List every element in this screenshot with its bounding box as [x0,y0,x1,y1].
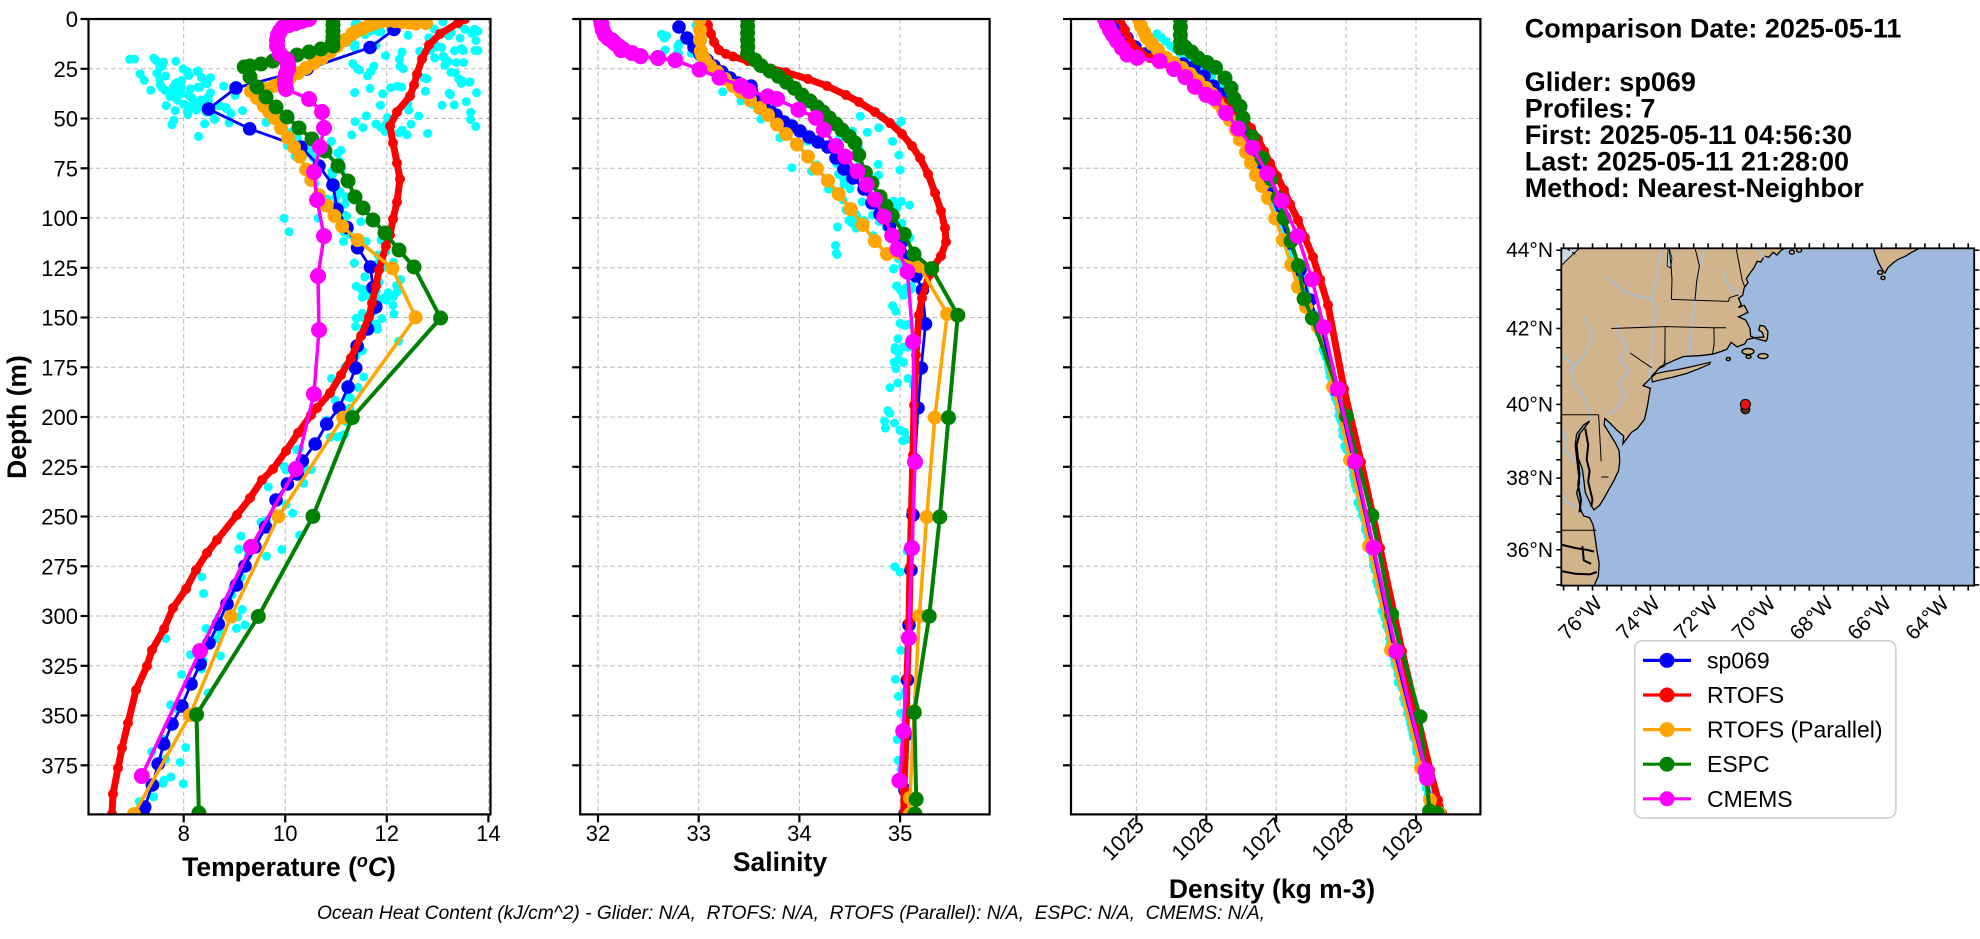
svg-text:ESPC: ESPC [1707,751,1770,777]
svg-text:42°N: 42°N [1506,318,1553,341]
svg-text:350: 350 [41,704,78,729]
svg-text:175: 175 [41,355,78,380]
svg-text:First: 2025-05-11 04:56:30: First: 2025-05-11 04:56:30 [1525,120,1852,150]
svg-text:0: 0 [66,7,78,32]
svg-text:100: 100 [41,206,78,231]
svg-text:38°N: 38°N [1506,467,1553,490]
svg-text:CMEMS: CMEMS [1707,786,1793,812]
svg-text:25: 25 [54,57,78,82]
svg-text:50: 50 [54,107,78,132]
svg-text:125: 125 [41,256,78,281]
svg-text:32: 32 [586,821,610,846]
svg-text:Comparison Date: 2025-05-11: Comparison Date: 2025-05-11 [1525,14,1902,44]
svg-text:200: 200 [41,405,78,430]
svg-text:Method: Nearest-Neighbor: Method: Nearest-Neighbor [1525,173,1865,203]
svg-text:44°N: 44°N [1506,239,1553,262]
svg-text:375: 375 [41,753,78,778]
svg-text:300: 300 [41,604,78,629]
svg-text:75: 75 [54,156,78,181]
svg-text:36°N: 36°N [1506,539,1553,562]
svg-text:33: 33 [686,821,710,846]
svg-text:250: 250 [41,505,78,530]
svg-text:Depth (m): Depth (m) [2,355,32,479]
svg-text:35: 35 [888,821,912,846]
svg-text:Salinity: Salinity [733,847,828,877]
svg-text:Ocean Heat Content (kJ/cm^2) -: Ocean Heat Content (kJ/cm^2) - Glider: N… [317,903,1265,924]
svg-text:150: 150 [41,306,78,331]
svg-text:8: 8 [178,821,190,846]
svg-text:14: 14 [476,821,500,846]
svg-text:12: 12 [375,821,399,846]
svg-text:RTOFS (Parallel): RTOFS (Parallel) [1707,717,1883,743]
svg-text:Profiles: 7: Profiles: 7 [1525,94,1656,124]
svg-text:Density (kg m-3): Density (kg m-3) [1169,874,1375,904]
svg-text:225: 225 [41,455,78,480]
svg-text:34: 34 [787,821,811,846]
svg-text:40°N: 40°N [1506,393,1553,416]
svg-text:275: 275 [41,554,78,579]
svg-text:Glider: sp069: Glider: sp069 [1525,67,1696,97]
svg-text:10: 10 [273,821,297,846]
svg-text:sp069: sp069 [1707,647,1770,673]
svg-text:RTOFS: RTOFS [1707,682,1784,708]
svg-text:Last: 2025-05-11 21:28:00: Last: 2025-05-11 21:28:00 [1525,147,1849,177]
svg-text:325: 325 [41,654,78,679]
